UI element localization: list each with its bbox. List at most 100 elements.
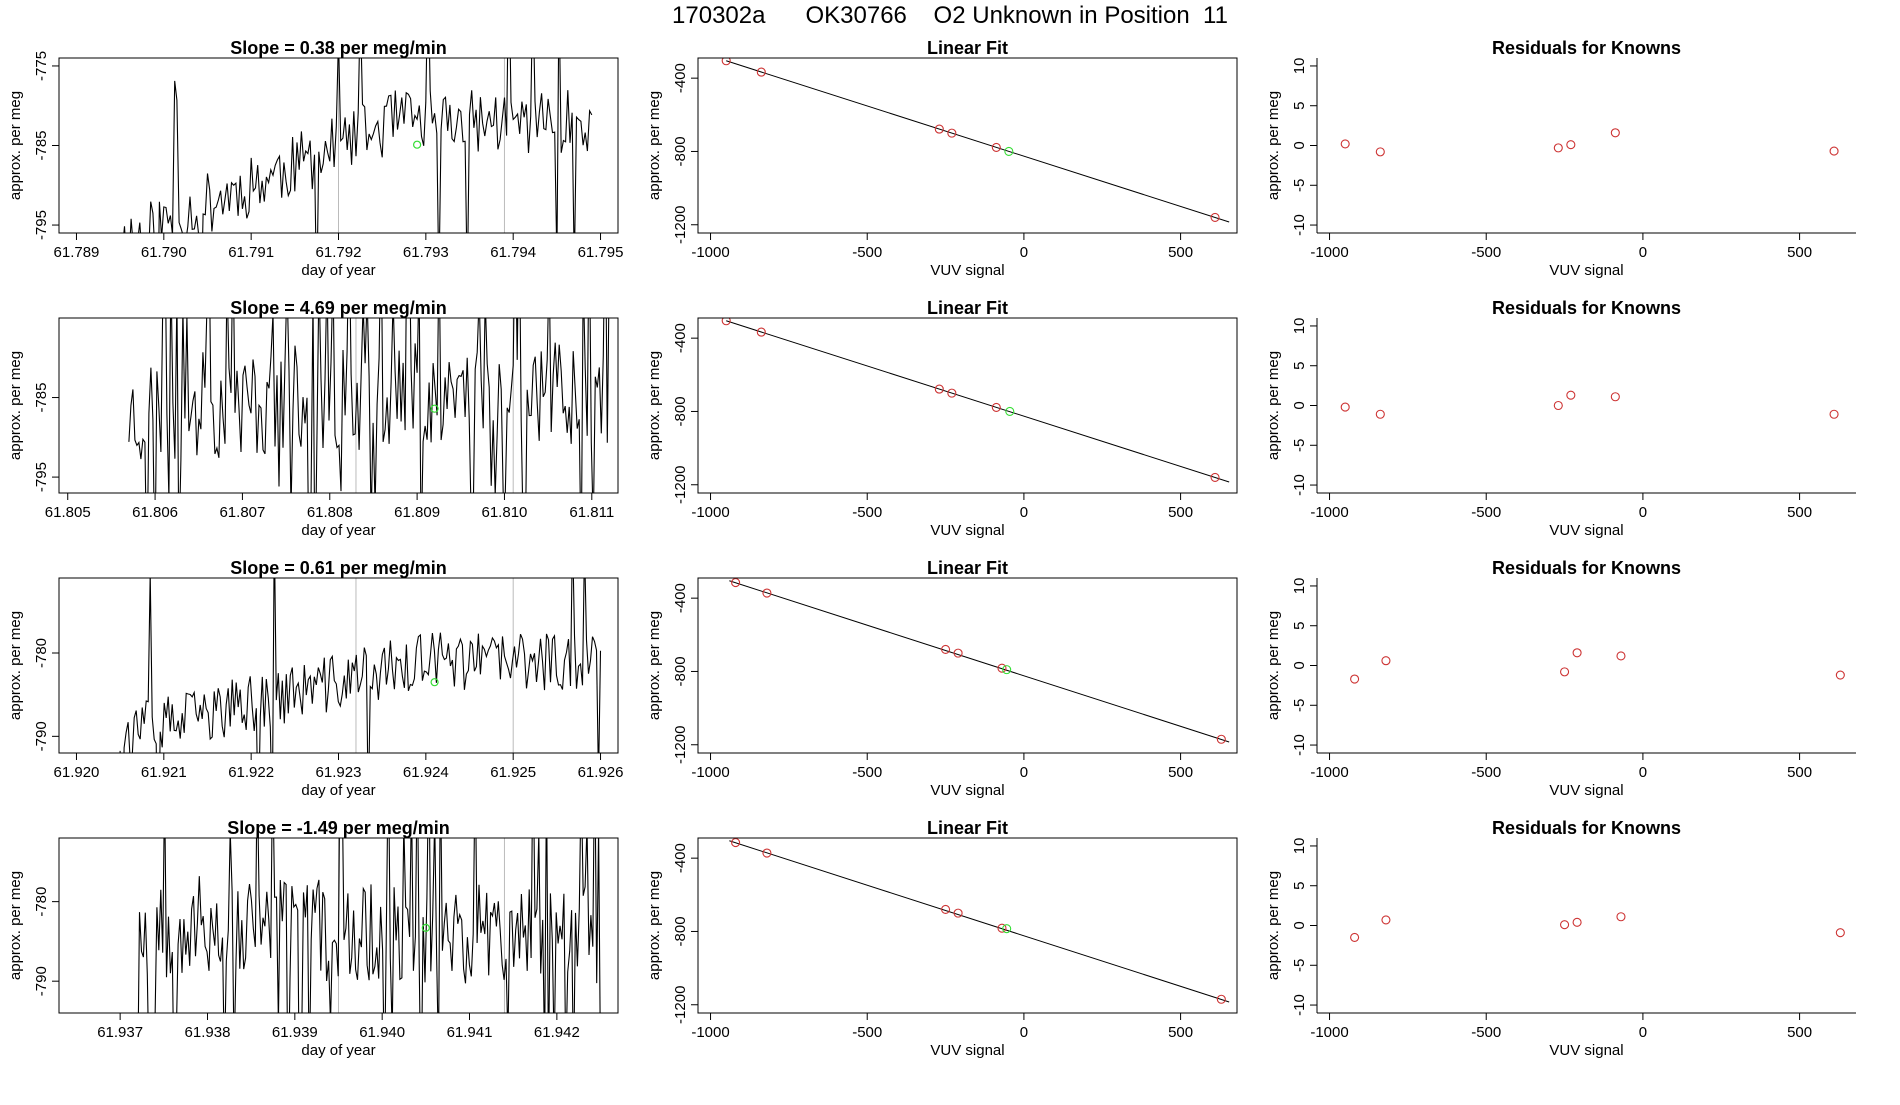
- plot-area: [1340, 128, 1839, 157]
- plot-frame: [58, 837, 619, 1014]
- y-axis-label: approx. per meg: [7, 351, 24, 460]
- plot-area: [1350, 912, 1845, 942]
- x-tick-label: 500: [1787, 1024, 1812, 1041]
- x-tick-label: 61.806: [132, 504, 178, 521]
- known-point: [941, 904, 951, 915]
- y-tick-label: 10: [1291, 318, 1308, 335]
- y-axis-label: approx. per meg: [646, 91, 663, 200]
- x-tick-label: 61.791: [228, 244, 274, 261]
- panel-title: Residuals for Knowns: [1492, 38, 1681, 58]
- known-point: [953, 648, 963, 658]
- y-tick-label: -780: [33, 887, 50, 917]
- y-axis-label: approx. per meg: [646, 611, 663, 720]
- panel-fit-row-4: Linear Fit -1000 -500 0 500 -1200 -800 -400 VUV …: [646, 818, 1238, 1059]
- panel-residuals-row-4: Residuals for Knowns -1000 -500 0 500 -10 -5 0 5…: [1265, 818, 1856, 1059]
- y-tick-label: 10: [1291, 58, 1308, 75]
- y-tick-label: 5: [1291, 362, 1308, 370]
- known-point: [997, 663, 1007, 673]
- trace-line: [119, 578, 602, 753]
- x-axis-label: day of year: [301, 522, 375, 539]
- y-tick-label: -800: [672, 396, 689, 426]
- residual-point: [1835, 670, 1845, 680]
- trace-line: [128, 318, 610, 493]
- x-axis-label: VUV signal: [930, 1042, 1004, 1059]
- known-point: [756, 327, 766, 337]
- y-tick-label: -785: [33, 383, 50, 413]
- y-tick-label: -5: [1291, 699, 1308, 712]
- residual-point: [1375, 147, 1385, 157]
- plot-area: [123, 58, 593, 233]
- known-point: [731, 838, 741, 848]
- x-tick-label: -500: [852, 504, 882, 521]
- known-point: [1210, 212, 1220, 222]
- panel-residuals-row-1: Residuals for Knowns -1000 -500 0 500 -10 -5 0 5…: [1265, 38, 1856, 279]
- residual-point: [1381, 656, 1391, 666]
- x-tick-label: -500: [852, 1024, 882, 1041]
- panel-fit-row-1: Linear Fit -1000 -500 0 500 -1200 -800 -400 VUV …: [646, 38, 1238, 279]
- residual-point: [1829, 146, 1839, 156]
- y-tick-label: -795: [33, 462, 50, 492]
- x-tick-label: 500: [1787, 244, 1812, 261]
- known-point: [997, 923, 1007, 933]
- x-tick-label: 61.941: [447, 1024, 493, 1041]
- plot-area: [1340, 390, 1839, 419]
- y-axis-label: approx. per meg: [1265, 351, 1282, 460]
- x-tick-label: 61.924: [403, 764, 449, 781]
- x-tick-label: 61.920: [54, 764, 100, 781]
- x-tick-label: -500: [1471, 1024, 1501, 1041]
- unknown-point: [1005, 406, 1015, 417]
- plot-area: [729, 578, 1230, 744]
- residual-point: [1835, 928, 1845, 938]
- x-tick-label: 61.925: [490, 764, 536, 781]
- residual-point: [1375, 409, 1385, 419]
- residual-point: [1616, 912, 1626, 922]
- panel-trace-row-3: Slope = 0.61 per meg/min 61.920 61.921 61.9…: [7, 558, 624, 799]
- panel-title: Residuals for Knowns: [1492, 818, 1681, 838]
- x-tick-label: 61.790: [141, 244, 187, 261]
- plot-frame: [697, 57, 1238, 234]
- x-tick-label: -500: [852, 244, 882, 261]
- x-tick-label: 61.938: [185, 1024, 231, 1041]
- y-tick-label: 5: [1291, 102, 1308, 110]
- x-axis-label: VUV signal: [930, 262, 1004, 279]
- fit-line: [729, 840, 1230, 1003]
- panel-residuals-row-3: Residuals for Knowns -1000 -500 0 500 -10 -5 0 5…: [1265, 558, 1856, 799]
- y-tick-label: -5: [1291, 179, 1308, 192]
- x-tick-label: 61.926: [578, 764, 624, 781]
- residual-point: [1553, 400, 1563, 411]
- panel-trace-row-1: Slope = 0.38 per meg/min 61.789 61.790 61.7…: [7, 38, 624, 279]
- y-tick-label: 0: [1291, 661, 1308, 669]
- x-tick-label: -500: [852, 764, 882, 781]
- known-point: [1210, 472, 1220, 482]
- plot-area: [137, 838, 601, 1013]
- y-tick-label: -1200: [672, 986, 689, 1024]
- plot-frame: [697, 837, 1238, 1014]
- y-tick-label: -10: [1291, 994, 1308, 1016]
- x-tick-label: 500: [1787, 764, 1812, 781]
- y-tick-label: -775: [33, 51, 50, 81]
- panel-title: Linear Fit: [927, 298, 1008, 318]
- y-tick-label: 10: [1291, 838, 1308, 855]
- x-axis-label: VUV signal: [1549, 522, 1623, 539]
- x-axis-label: day of year: [301, 262, 375, 279]
- x-axis-label: day of year: [301, 1042, 375, 1059]
- trace-line: [123, 58, 593, 233]
- panel-trace-row-2: Slope = 4.69 per meg/min 61.805 61.806 61.8…: [7, 298, 619, 539]
- x-tick-label: 500: [1168, 1024, 1193, 1041]
- x-tick-label: -500: [1471, 764, 1501, 781]
- y-axis-label: approx. per meg: [7, 871, 24, 980]
- residual-point: [1553, 143, 1563, 153]
- x-tick-label: 61.792: [316, 244, 362, 261]
- x-tick-label: 61.795: [578, 244, 624, 261]
- plot-area: [721, 58, 1230, 223]
- known-point: [731, 578, 741, 588]
- y-tick-label: -400: [672, 583, 689, 613]
- y-tick-label: -800: [672, 656, 689, 686]
- panel-fit-row-3: Linear Fit -1000 -500 0 500 -1200 -800 -400 VUV …: [646, 558, 1238, 799]
- known-point: [991, 142, 1001, 152]
- panel-title: Slope = 0.61 per meg/min: [230, 558, 447, 578]
- plot-area: [119, 578, 602, 753]
- plot-area: [729, 838, 1230, 1004]
